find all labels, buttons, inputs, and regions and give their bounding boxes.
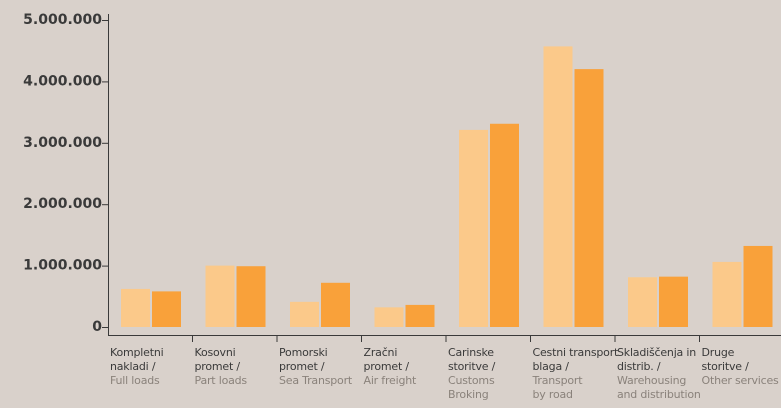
category-label-sl: storitve / [448,360,496,373]
y-tick-label: 2.000.000 [23,196,102,212]
x-category-label: Carinske storitve / Customs Broking [448,346,532,402]
category-label-sl: promet / [363,360,410,373]
category-label-en: and distribution [617,388,701,401]
bar [459,129,488,327]
bar [152,291,181,327]
x-category-label: Druge storitve / Other services [702,346,781,388]
category-label-sl: Druge [701,346,735,359]
bar [236,266,266,327]
category-label-en: Customs [448,374,495,387]
category-label-sl: Kompletni [110,346,164,359]
bar [490,123,519,328]
x-category-label: Skladiščenja in distrib. / Warehousing and … [617,346,701,402]
bar [628,277,657,327]
x-category-label: Pomorski promet / Sea Transport [279,346,363,388]
bar [121,288,150,327]
y-tick-label: 0 [92,319,102,335]
category-label-sl: promet / [279,360,325,373]
category-label-sl: Carinske [448,346,494,359]
category-label-sl: Pomorski [279,346,328,359]
category-label-en: Warehousing [617,374,687,387]
y-tick-label: 5.000.000 [23,12,102,28]
category-label-en: by road [532,388,574,401]
y-tick-label: 1.000.000 [23,258,102,274]
y-tick-label: 3.000.000 [23,135,102,151]
bar [743,245,773,327]
category-label-sl: promet / [194,360,241,373]
category-label-sl: Zračni [363,346,398,359]
category-label-sl: Kosovni [194,346,236,359]
category-label-en: Part loads [194,374,248,387]
bar [405,304,435,327]
bar [712,261,742,327]
y-tick-label: 4.000.000 [23,73,102,89]
x-category-label: Zračni promet / Air freight [364,346,448,388]
category-label-en: Sea Transport [279,374,353,387]
bar [659,276,688,327]
category-label-sl: distrib. / [617,360,661,373]
bar [543,46,573,327]
category-label-en: Transport [532,374,583,387]
category-label-sl: Skladiščenja in [617,346,697,359]
category-label-sl: Cestni transport [532,346,619,359]
x-category-label: Kosovni promet / Part loads [195,346,279,388]
x-category-label: Cestni transport blaga / Transport by road [532,346,619,402]
bar [374,307,404,327]
bar [574,69,604,328]
category-label-en: Broking [448,388,489,401]
category-label-en: Air freight [363,374,417,387]
category-label-en: Full loads [110,374,160,387]
category-label-sl: blaga / [532,360,570,373]
bar [205,265,235,327]
category-label-en: Other services [701,374,779,387]
x-category-label: Kompletni nakladi / Full loads [110,346,194,388]
category-label-sl: nakladi / [110,360,156,373]
bar [321,282,350,327]
bar [290,301,319,327]
category-label-sl: storitve / [701,360,749,373]
